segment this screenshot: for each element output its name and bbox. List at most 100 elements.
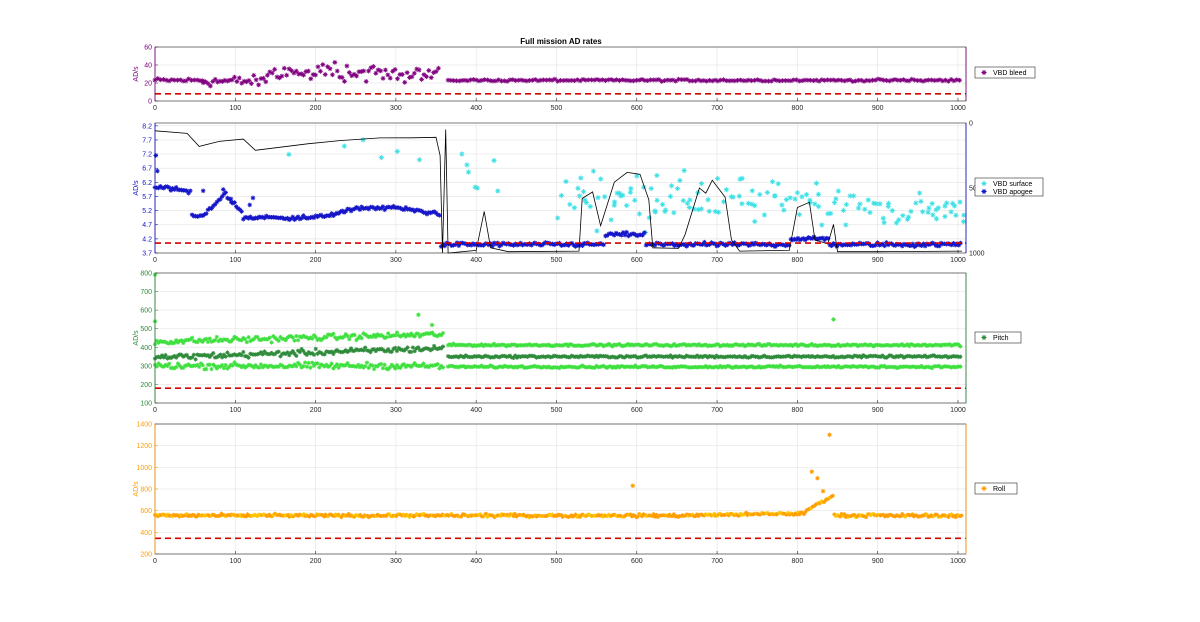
data-point xyxy=(419,77,424,82)
data-point xyxy=(250,363,255,369)
data-point xyxy=(815,354,820,359)
data-point xyxy=(684,244,690,249)
data-point xyxy=(626,354,631,359)
data-point xyxy=(430,209,435,215)
depth-line xyxy=(154,129,963,254)
data-point xyxy=(301,72,306,78)
data-point xyxy=(673,78,679,84)
y-tick-label: 60 xyxy=(144,45,152,52)
data-point xyxy=(181,354,186,359)
data-point xyxy=(225,337,230,342)
data-point xyxy=(835,188,841,194)
data-point xyxy=(573,354,578,360)
data-point xyxy=(706,208,712,214)
data-point xyxy=(166,78,172,84)
data-point xyxy=(743,78,749,84)
data-point xyxy=(393,333,398,338)
data-point xyxy=(839,354,845,359)
data-point xyxy=(316,213,322,218)
data-point xyxy=(284,513,289,518)
data-point xyxy=(916,514,921,519)
data-point xyxy=(930,365,935,371)
data-point xyxy=(903,343,908,348)
data-point xyxy=(602,513,607,518)
data-point xyxy=(783,354,788,359)
data-point xyxy=(391,203,396,209)
data-point xyxy=(664,77,670,83)
data-point xyxy=(271,334,276,339)
data-point xyxy=(730,365,735,370)
data-point xyxy=(642,230,647,235)
data-point xyxy=(327,350,332,355)
legend-box xyxy=(974,66,1036,79)
data-point xyxy=(493,78,499,84)
data-point xyxy=(419,363,424,368)
data-point xyxy=(443,513,448,518)
data-point xyxy=(942,241,947,247)
data-point xyxy=(467,242,472,247)
data-point xyxy=(645,342,650,347)
data-point xyxy=(250,337,255,343)
data-point xyxy=(170,354,175,360)
data-point xyxy=(815,191,822,197)
data-point xyxy=(507,513,512,518)
data-point xyxy=(956,242,962,248)
data-point xyxy=(493,354,498,359)
data-point xyxy=(189,335,195,340)
data-point xyxy=(385,72,391,78)
data-point xyxy=(705,343,710,349)
data-point xyxy=(802,77,808,83)
data-point xyxy=(304,335,310,340)
data-point xyxy=(926,77,932,83)
data-point xyxy=(628,78,634,84)
data-point xyxy=(841,78,847,84)
data-point xyxy=(765,511,770,516)
data-point xyxy=(188,188,193,194)
data-point xyxy=(650,514,655,519)
data-point xyxy=(642,77,648,83)
data-point xyxy=(859,364,864,369)
data-point xyxy=(909,76,915,82)
data-point xyxy=(297,362,302,367)
data-point xyxy=(788,364,793,369)
data-point xyxy=(866,354,871,359)
data-point xyxy=(363,364,368,369)
data-point xyxy=(512,511,517,516)
y-tick-label: 20 xyxy=(144,81,152,88)
data-point xyxy=(889,77,895,83)
data-point xyxy=(624,513,629,518)
data-point xyxy=(803,510,808,515)
data-point xyxy=(207,354,212,360)
data-point xyxy=(730,354,735,359)
data-point xyxy=(608,355,613,360)
data-point xyxy=(339,208,345,214)
data-point xyxy=(874,513,879,518)
data-point xyxy=(748,355,753,360)
data-point xyxy=(309,214,315,220)
data-point xyxy=(686,242,691,247)
data-point xyxy=(920,78,926,84)
data-point xyxy=(843,515,848,520)
data-point xyxy=(675,354,680,359)
data-point xyxy=(871,243,877,249)
data-point xyxy=(819,222,825,228)
data-point xyxy=(908,243,914,249)
data-point xyxy=(223,190,228,195)
data-point xyxy=(370,334,375,339)
data-point xyxy=(705,197,711,203)
data-point xyxy=(452,514,457,519)
data-point xyxy=(166,185,172,190)
data-point xyxy=(862,354,868,359)
data-point xyxy=(495,365,500,370)
y-tick-label: 300 xyxy=(140,363,152,370)
data-point xyxy=(951,342,956,348)
data-point xyxy=(315,351,320,356)
data-point xyxy=(813,77,819,83)
data-point xyxy=(572,513,577,518)
data-point xyxy=(426,331,431,336)
data-point xyxy=(940,364,945,370)
data-point xyxy=(313,334,318,340)
data-point xyxy=(165,356,170,361)
data-point xyxy=(933,216,940,222)
data-point xyxy=(788,236,794,242)
